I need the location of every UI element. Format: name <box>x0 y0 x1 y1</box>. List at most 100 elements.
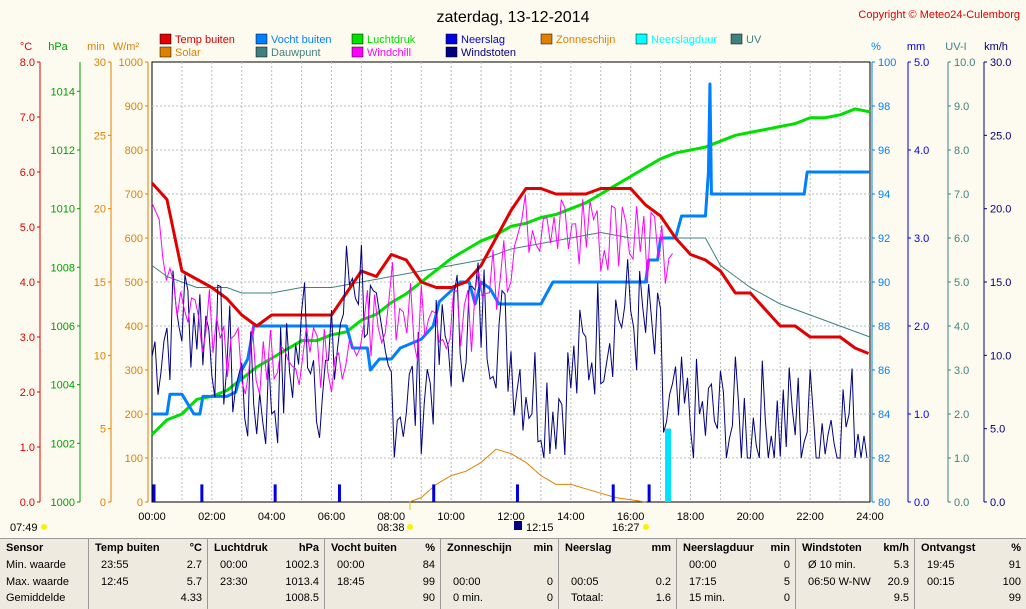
x-tick-label: 10:00 <box>437 511 465 523</box>
summary-col-neerslag: Neerslag mm 00:05 0.2 Totaal: 1.6 <box>558 539 677 609</box>
chart-area: zaterdag, 13-12-2014 Copyright © Meteo24-… <box>0 0 1026 538</box>
summary-value: 4.33 <box>180 592 202 604</box>
axis-unit-min: min <box>87 41 105 53</box>
x-tick-label: 00:00 <box>138 511 166 523</box>
legend-label: Neerslagduur <box>651 34 717 46</box>
x-tick-label: 18:00 <box>677 511 705 523</box>
summary-col-vocht-buiten: Vocht buiten% 00:00 84 18:45 99 90 <box>324 539 441 609</box>
summary-row: 12:45 5.7 <box>95 576 202 590</box>
summary-value: 90 <box>422 592 435 604</box>
axis-label-min: 10 <box>94 350 106 362</box>
summary-time: 00:00 <box>689 559 717 571</box>
legend-label: Windchill <box>367 47 411 59</box>
summary-value: 2.7 <box>186 559 202 571</box>
summary-value: 99 <box>422 576 435 588</box>
summary-row: 00:15 100 <box>921 576 1021 590</box>
legend-label: Zonneschijn <box>556 34 615 46</box>
axis-label-uv: 8.0 <box>954 145 969 157</box>
axis-label-uv: 6.0 <box>954 233 969 245</box>
axis-label-wind: 10.0 <box>990 350 1011 362</box>
axis-label-min: 15 <box>94 277 106 289</box>
x-tick-label: 14:00 <box>557 511 585 523</box>
rain-bar <box>432 484 436 502</box>
axis-label-hum: 82 <box>878 453 890 465</box>
axis-label-hum: 86 <box>878 365 890 377</box>
axis-label-hum: 94 <box>878 189 890 201</box>
summary-header: Neerslagduur min <box>683 542 790 556</box>
legend-swatch <box>445 46 458 58</box>
summary-header: Luchtdruk hPa <box>214 542 319 556</box>
x-tick-label: 16:00 <box>617 511 645 523</box>
series-windchill <box>151 194 673 395</box>
axis-label-press: 1002 <box>51 438 75 450</box>
summary-value: 0 <box>783 559 790 571</box>
summary-row <box>565 559 671 573</box>
x-tick-label: 06:00 <box>318 511 346 523</box>
summary-header-unit: °C <box>189 542 202 554</box>
summary-header: Sensor <box>6 542 44 554</box>
summary-time: 15 min. <box>689 592 726 604</box>
summary-header: Ontvangst% <box>921 542 1021 556</box>
summary-row: 06:50 W-NW 20.9 <box>802 576 909 590</box>
axis-label-press: 1000 <box>51 497 75 509</box>
axis-label-wind: 25.0 <box>990 130 1011 142</box>
summary-header: Vocht buiten% <box>331 542 435 556</box>
axis-label-min: 30 <box>94 57 106 69</box>
axis-label-hum: 98 <box>878 101 890 113</box>
axis-label-wind: 5.0 <box>990 424 1005 436</box>
axis-label-wind: 20.0 <box>990 204 1011 216</box>
summary-col-luchtdruk: Luchtdruk hPa 00:00 1002.3 23:30 1013.4 1008.5 <box>207 539 325 609</box>
summary-value: 0 <box>546 576 553 588</box>
summary-value: 0 <box>546 592 553 604</box>
legend-label: Solar <box>175 47 201 59</box>
summary-header-unit: % <box>1011 542 1021 554</box>
summary-value: 1008.5 <box>285 592 319 604</box>
axis-unit-hum: % <box>871 41 881 53</box>
summary-time: 19:45 <box>927 559 955 571</box>
summary-table: Sensor Min. waarde Max. waarde Gemiddeld… <box>0 538 1026 609</box>
summary-row: Totaal: 1.6 <box>565 592 671 606</box>
summary-col-sensor: Sensor Min. waarde Max. waarde Gemiddeld… <box>0 539 88 609</box>
summary-time: 18:45 <box>337 576 365 588</box>
legend-swatch <box>351 33 364 45</box>
summary-header-unit: hPa <box>298 542 319 554</box>
summary-time: 23:55 <box>101 559 129 571</box>
summary-header-name: Ontvangst <box>921 542 976 554</box>
summary-time: Ø 10 min. <box>808 559 856 571</box>
chart-title: zaterdag, 13-12-2014 <box>437 9 590 26</box>
summary-time: 00:00 <box>337 559 365 571</box>
axis-unit-temp: °C <box>20 41 32 53</box>
axis-label-rain: 1.0 <box>914 409 929 421</box>
axis-label-uv: 9.0 <box>954 101 969 113</box>
solar-noon-icon <box>514 521 522 530</box>
summary-header-unit: km/h <box>883 542 909 554</box>
summary-col-zonneschijn: Zonneschijn min 00:00 0 0 min. 0 <box>440 539 559 609</box>
legend-label: Windstoten <box>461 47 516 59</box>
axis-label-solar: 600 <box>125 233 143 245</box>
summary-header-unit: % <box>425 542 435 554</box>
summary-label-min: Min. waarde <box>6 559 66 571</box>
summary-time: 0 min. <box>453 592 483 604</box>
summary-header-unit: mm <box>651 542 671 554</box>
axis-label-wind: 15.0 <box>990 277 1011 289</box>
rain-bar <box>273 484 277 502</box>
rain-bar <box>611 484 615 502</box>
summary-value: 5 <box>783 576 790 588</box>
axis-label-uv: 3.0 <box>954 365 969 377</box>
legend-swatch <box>255 33 268 45</box>
axis-label-rain: 0.0 <box>914 497 929 509</box>
series-luchtdruk <box>150 107 871 436</box>
summary-row: 23:30 1013.4 <box>214 576 319 590</box>
summary-header-name: Zonneschijn <box>447 542 512 554</box>
axis-label-temp: 5.0 <box>20 222 35 234</box>
summary-row: Ø 10 min. 5.3 <box>802 559 909 573</box>
summary-value: 91 <box>1008 559 1021 571</box>
summary-header-name: Neerslagduur <box>683 542 754 554</box>
summary-value: 100 <box>1002 576 1021 588</box>
axis-label-solar: 0 <box>137 497 143 509</box>
summary-row: 1008.5 <box>214 592 319 606</box>
summary-label-max: Max. waarde <box>6 576 69 588</box>
x-tick-label: 08:00 <box>378 511 406 523</box>
summary-time: 00:00 <box>220 559 248 571</box>
legend-swatch <box>255 46 268 58</box>
